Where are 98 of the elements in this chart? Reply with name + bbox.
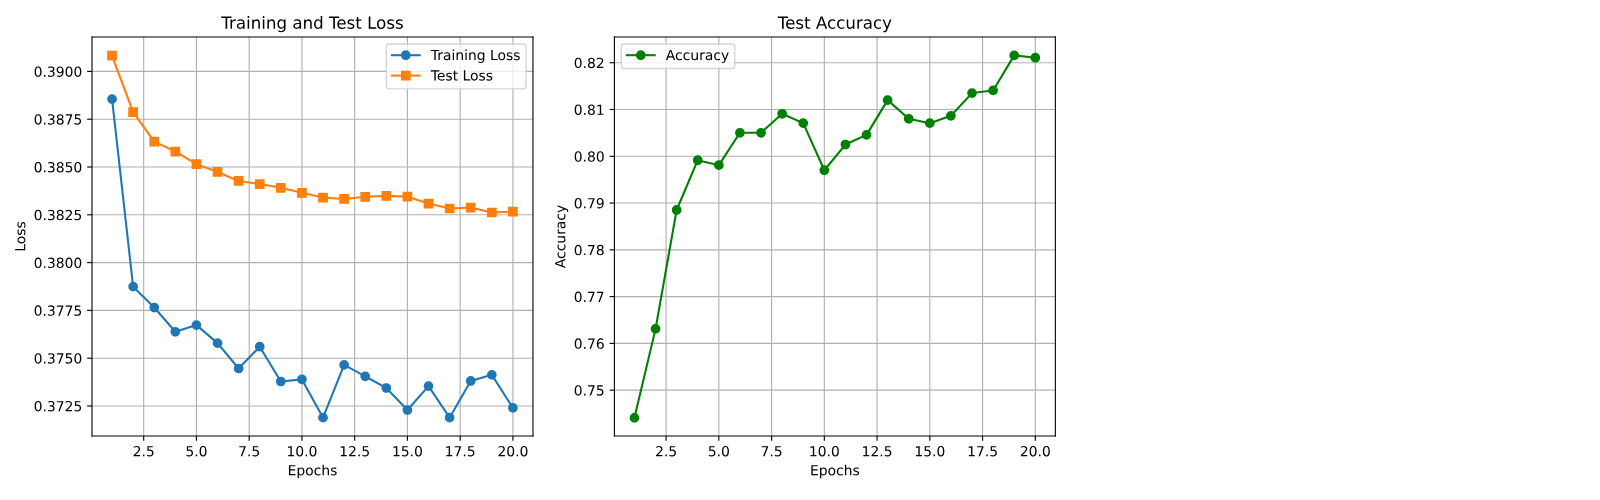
- x-tick-label: 7.5: [761, 446, 782, 457]
- point: [318, 412, 328, 423]
- x-tick-label: 5.0: [186, 445, 207, 457]
- point: [149, 136, 160, 147]
- point: [798, 118, 809, 129]
- point: [1009, 50, 1020, 61]
- legend-label: Accuracy: [665, 49, 729, 63]
- point: [692, 155, 703, 166]
- point: [423, 381, 434, 391]
- x-tick-label: 15.0: [393, 445, 422, 457]
- point: [212, 167, 223, 177]
- x-tick-label: 10.0: [287, 445, 317, 457]
- x-tick-label: 20.0: [1020, 445, 1050, 457]
- point: [233, 176, 244, 186]
- point: [170, 326, 181, 337]
- point: [107, 94, 117, 104]
- legend-label: Training Loss: [430, 49, 520, 63]
- x-tick-label: 17.5: [968, 446, 997, 457]
- y-tick-label: 0.3750: [34, 353, 82, 364]
- y-tick-label: 0.75: [574, 385, 604, 396]
- point: [318, 192, 328, 203]
- chart-title: Training and Test Loss: [221, 16, 403, 33]
- point: [882, 95, 893, 106]
- point: [486, 369, 497, 380]
- y-tick-label: 0.76: [574, 338, 604, 349]
- x-tick-label: 10.0: [810, 445, 839, 457]
- point: [275, 182, 286, 193]
- point: [924, 118, 935, 129]
- point: [465, 202, 476, 213]
- y-axis-title: Loss: [15, 221, 26, 251]
- point: [756, 127, 766, 138]
- y-tick-label: 0.80: [574, 151, 604, 162]
- y-tick-label: 0.3725: [34, 400, 82, 412]
- point: [629, 412, 640, 423]
- x-tick-label: 12.5: [340, 445, 369, 457]
- point: [946, 110, 956, 121]
- y-tick-label: 0.81: [574, 104, 604, 115]
- legend-label: Test Loss: [430, 70, 493, 81]
- point: [508, 206, 518, 217]
- point: [212, 338, 223, 348]
- point: [233, 363, 244, 374]
- y-tick-label: 0.77: [574, 291, 604, 303]
- y-tick-label: 0.78: [574, 244, 604, 256]
- point: [861, 129, 872, 140]
- point: [128, 107, 139, 117]
- y-tick-label: 0.3800: [34, 257, 82, 269]
- point: [967, 88, 977, 98]
- x-tick-label: 15.0: [915, 445, 945, 457]
- x-axis-title: Epochs: [811, 464, 860, 479]
- point: [191, 320, 202, 330]
- point: [777, 108, 787, 119]
- y-axis-title: Accuracy: [555, 205, 569, 269]
- y-tick-label: 0.3850: [34, 161, 82, 173]
- point: [275, 376, 286, 387]
- y-tick-label: 0.3775: [34, 305, 82, 316]
- point: [444, 412, 455, 423]
- x-tick-label: 5.0: [708, 445, 729, 457]
- point: [402, 405, 413, 415]
- x-tick-label: 20.0: [498, 445, 528, 457]
- point: [988, 85, 998, 96]
- point: [508, 403, 518, 413]
- point: [297, 374, 307, 385]
- point: [671, 205, 682, 215]
- point: [339, 194, 349, 204]
- x-tick-label: 2.5: [656, 445, 676, 457]
- x-tick-label: 17.5: [446, 446, 475, 457]
- y-tick-label: 0.3875: [34, 114, 82, 125]
- point: [819, 165, 830, 176]
- point: [360, 371, 371, 382]
- point: [128, 281, 139, 292]
- y-tick-label: 0.79: [574, 198, 604, 209]
- point: [360, 191, 371, 202]
- y-tick-label: 0.82: [574, 57, 604, 69]
- point: [840, 139, 851, 150]
- point: [254, 179, 265, 189]
- point: [650, 324, 661, 334]
- x-axis-title: Epochs: [288, 464, 337, 479]
- x-tick-label: 12.5: [863, 445, 892, 457]
- x-tick-label: 2.5: [133, 445, 154, 457]
- point: [713, 160, 724, 171]
- x-tick-label: 7.5: [239, 446, 260, 457]
- point: [191, 159, 202, 169]
- point: [381, 383, 392, 393]
- point: [1030, 52, 1041, 63]
- point: [381, 191, 392, 201]
- point: [254, 341, 265, 352]
- point: [339, 360, 349, 370]
- chart-title: Test Accuracy: [777, 16, 892, 33]
- y-tick-label: 0.3900: [34, 66, 82, 77]
- point: [149, 302, 160, 313]
- point: [107, 50, 117, 61]
- point: [486, 207, 497, 218]
- point: [465, 376, 476, 386]
- y-tick-label: 0.3825: [34, 209, 82, 221]
- point: [903, 113, 914, 124]
- point: [735, 127, 745, 138]
- point: [297, 187, 307, 198]
- point: [170, 146, 181, 157]
